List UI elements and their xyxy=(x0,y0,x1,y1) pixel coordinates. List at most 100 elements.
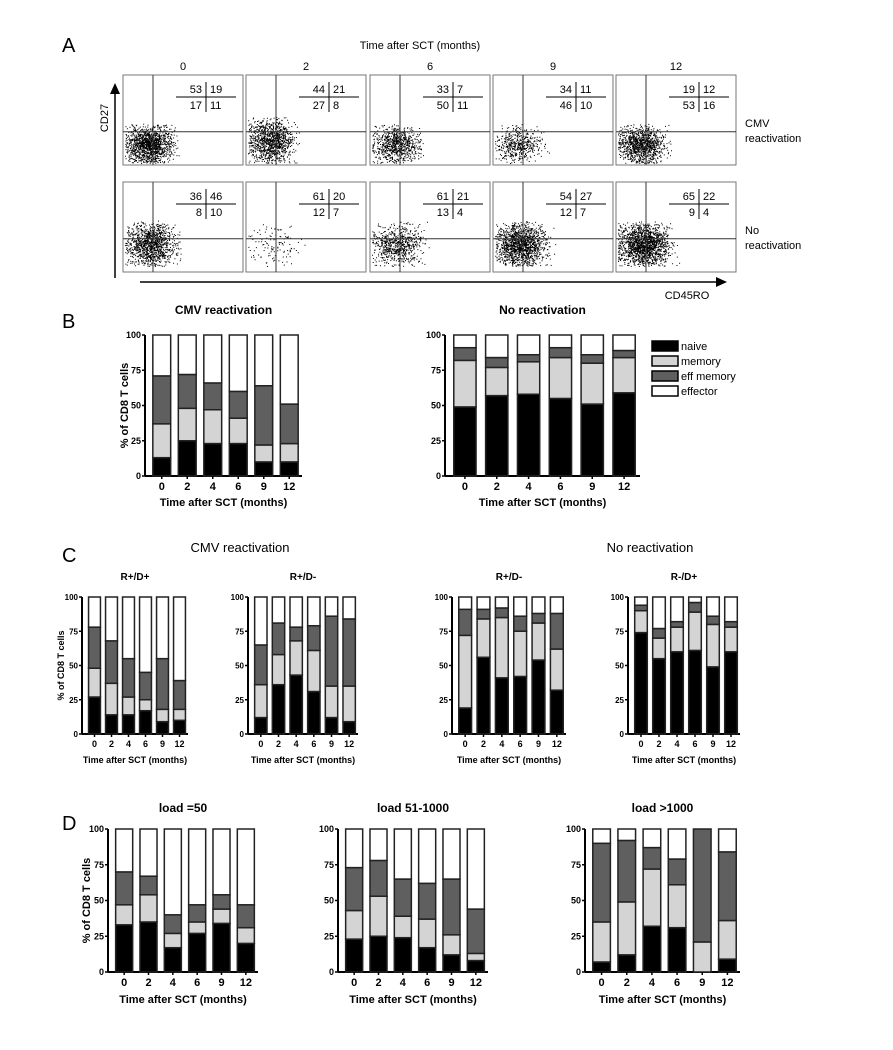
y-tick-label: 75 xyxy=(431,365,441,375)
stacked-bar-chart: R-/D+ 0 25 50 75 100 0 2 4 6 9 12 Time after SCT (mo… xyxy=(611,572,740,765)
quadrant-value-ur: 19 xyxy=(210,84,222,96)
flow-column-label: 12 xyxy=(670,61,682,73)
x-tick-label: 0 xyxy=(638,739,643,749)
bar-segment-memory xyxy=(453,359,477,408)
bar-segment-effector xyxy=(306,596,321,627)
legend-swatch-memory xyxy=(651,355,679,367)
x-tick-label: 2 xyxy=(145,977,151,989)
y-tick-label: 25 xyxy=(69,696,78,705)
bar-segment-effector xyxy=(271,596,286,624)
y-tick-label: 25 xyxy=(439,696,448,705)
flow-column-label: 6 xyxy=(427,61,433,73)
bar-segment-memory xyxy=(612,356,636,394)
chart-title: R+/D- xyxy=(496,572,522,583)
bar-segment-effector xyxy=(152,334,172,377)
y-tick-label: 25 xyxy=(324,931,334,941)
bar-segment-naive xyxy=(717,958,737,973)
bar-segment-memory xyxy=(494,616,509,679)
bar-segment-eff-memory xyxy=(212,894,231,910)
y-axis-label: % of CD8 T cells xyxy=(81,858,93,944)
flow-plot-frame xyxy=(615,74,737,166)
x-tick-label: 9 xyxy=(329,739,334,749)
bar-segment-naive xyxy=(253,716,268,735)
x-tick-label: 2 xyxy=(276,739,281,749)
y-tick-label: 0 xyxy=(436,471,441,481)
legend-label: naive xyxy=(681,341,707,353)
y-axis-label: % of CD8 T cells xyxy=(119,363,131,449)
x-tick-label: 6 xyxy=(194,977,200,989)
quadrant-value-ul: 53 xyxy=(190,84,202,96)
bar-segment-eff-memory xyxy=(453,346,477,362)
bar-segment-effector xyxy=(163,828,183,916)
x-tick-label: 9 xyxy=(589,481,595,493)
flow-plot: 19 12 53 16 xyxy=(615,74,737,166)
quadrant-value-ll: 46 xyxy=(560,100,572,112)
bar-segment-effector xyxy=(717,828,737,853)
y-tick-label: 25 xyxy=(615,696,624,705)
bar-segment-effector xyxy=(612,334,636,352)
bar-segment-naive xyxy=(369,935,388,973)
flow-plot: 36 46 8 10 xyxy=(122,181,244,273)
bar-segment-effector xyxy=(369,828,388,862)
x-tick-label: 12 xyxy=(283,481,295,493)
bar-segment-memory xyxy=(549,648,565,691)
bar-segment-memory xyxy=(342,685,357,723)
bar-segment-eff-memory xyxy=(139,875,158,896)
y-tick-label: 100 xyxy=(319,824,334,834)
stacked-bar-chart: No reactivation 0 25 50 75 100 0 2 4 6 9 12 Time aft… xyxy=(426,303,736,509)
chart-title: R-/D+ xyxy=(671,572,698,583)
quadrant-value-ul: 65 xyxy=(683,191,695,203)
y-tick-label: 0 xyxy=(136,471,141,481)
bar-segment-eff-memory xyxy=(155,657,170,711)
x-tick-label: 12 xyxy=(618,481,630,493)
bar-segment-eff-memory xyxy=(633,604,649,612)
bar-segment-memory xyxy=(152,423,172,459)
x-axis-label: Time after SCT (months) xyxy=(632,755,736,765)
legend-label: memory xyxy=(681,356,721,368)
bar-segment-effector xyxy=(687,596,703,604)
flow-plot-frame xyxy=(245,181,367,273)
bar-segment-memory xyxy=(228,417,248,445)
x-tick-label: 6 xyxy=(557,481,563,493)
x-tick-label: 2 xyxy=(494,481,500,493)
x-tick-label: 6 xyxy=(518,739,523,749)
panel-label-C: C xyxy=(62,545,76,567)
y-tick-label: 0 xyxy=(74,730,79,739)
y-tick-label: 75 xyxy=(69,627,78,636)
bar-segment-effector xyxy=(417,828,437,885)
legend-label: effector xyxy=(681,386,718,398)
quadrant-value-lr: 10 xyxy=(580,100,592,112)
quadrant-value-ul: 54 xyxy=(560,191,572,203)
bar-segment-eff-memory xyxy=(289,626,304,642)
quadrant-value-ul: 36 xyxy=(190,191,202,203)
flow-row-label: No xyxy=(745,225,759,237)
flow-plot-frame xyxy=(492,74,614,166)
y-tick-label: 0 xyxy=(329,967,334,977)
flow-plot: 34 11 46 10 xyxy=(492,74,614,166)
bar-segment-eff-memory xyxy=(236,904,256,929)
bar-segment-eff-memory xyxy=(617,839,637,903)
bar-segment-effector xyxy=(531,596,546,615)
bar-segment-eff-memory xyxy=(87,626,102,669)
bar-segment-naive xyxy=(458,707,473,735)
bar-segment-naive xyxy=(484,394,509,477)
bar-segment-memory xyxy=(417,918,437,949)
flow-dots xyxy=(618,123,672,164)
bar-segment-eff-memory xyxy=(177,373,197,410)
bar-segment-memory xyxy=(651,637,667,660)
stacked-bar-chart: load >1000 0 25 50 75 100 0 2 4 6 9 12 Time after SC… xyxy=(566,801,740,1006)
quadrant-value-lr: 7 xyxy=(333,207,339,219)
bar-segment-memory xyxy=(484,366,509,397)
x-tick-label: 6 xyxy=(235,481,241,493)
flow-plot-frame xyxy=(492,181,614,273)
stacked-bar-chart: R+/D+ 0 25 50 75 100 % of CD8 T cells 0 2 4 6 9 12 Ti… xyxy=(56,572,188,765)
bar-segment-naive xyxy=(155,720,170,735)
flow-plot: 53 19 17 11 xyxy=(122,74,244,166)
stacked-bar-chart: R+/D- 0 25 50 75 100 0 2 4 6 9 12 Time after SCT (mo… xyxy=(435,572,566,765)
x-tick-label: 2 xyxy=(656,739,661,749)
bar-segment-naive xyxy=(344,938,364,973)
bar-segment-naive xyxy=(642,925,662,973)
bar-segment-naive xyxy=(324,716,339,735)
chart-group-title: CMV reactivation xyxy=(191,540,290,555)
quadrant-value-ur: 21 xyxy=(457,191,469,203)
